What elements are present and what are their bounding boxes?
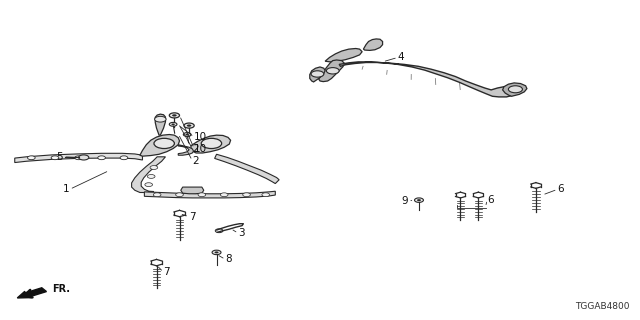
Text: 5: 5 — [57, 152, 63, 162]
Circle shape — [120, 156, 128, 160]
Circle shape — [311, 71, 324, 77]
Text: 6: 6 — [487, 195, 494, 204]
Circle shape — [508, 86, 522, 93]
Polygon shape — [325, 49, 362, 62]
Circle shape — [172, 114, 177, 116]
Text: 1: 1 — [63, 184, 70, 194]
Circle shape — [186, 134, 189, 135]
Circle shape — [154, 138, 174, 148]
Polygon shape — [191, 135, 230, 153]
Circle shape — [201, 138, 221, 148]
Polygon shape — [145, 191, 275, 198]
Circle shape — [212, 250, 221, 255]
Text: 2: 2 — [192, 144, 199, 154]
Circle shape — [183, 132, 191, 136]
Circle shape — [147, 174, 155, 178]
Polygon shape — [364, 39, 383, 50]
Text: 7: 7 — [164, 267, 170, 277]
Polygon shape — [339, 62, 516, 97]
Text: 6: 6 — [557, 184, 564, 194]
Circle shape — [415, 198, 424, 202]
Polygon shape — [310, 67, 325, 82]
Polygon shape — [15, 153, 143, 163]
Circle shape — [150, 166, 157, 169]
Circle shape — [243, 193, 250, 197]
Circle shape — [175, 193, 183, 197]
Text: 3: 3 — [238, 228, 245, 238]
Circle shape — [326, 68, 339, 74]
FancyArrow shape — [17, 288, 47, 298]
Polygon shape — [214, 154, 279, 184]
Text: 8: 8 — [225, 254, 232, 264]
Text: 9: 9 — [401, 196, 408, 206]
Circle shape — [170, 123, 177, 126]
Polygon shape — [156, 114, 166, 135]
Circle shape — [51, 156, 59, 160]
Text: 7: 7 — [189, 212, 196, 222]
Polygon shape — [140, 134, 179, 156]
Circle shape — [155, 116, 166, 122]
Text: 10: 10 — [194, 132, 207, 142]
Text: 4: 4 — [398, 52, 404, 62]
Circle shape — [170, 113, 179, 118]
Polygon shape — [502, 83, 527, 96]
Circle shape — [79, 155, 89, 160]
Text: TGGAB4800: TGGAB4800 — [575, 302, 630, 311]
Circle shape — [145, 183, 152, 187]
Circle shape — [262, 193, 269, 197]
Polygon shape — [132, 157, 166, 193]
Circle shape — [184, 123, 194, 128]
Polygon shape — [319, 60, 344, 82]
Text: FR.: FR. — [52, 284, 70, 294]
Circle shape — [98, 156, 106, 160]
Circle shape — [28, 156, 35, 160]
Circle shape — [75, 156, 83, 160]
Circle shape — [187, 124, 191, 127]
Circle shape — [417, 199, 421, 201]
Polygon shape — [178, 145, 193, 155]
Circle shape — [198, 193, 205, 197]
Text: 10: 10 — [194, 144, 207, 154]
Circle shape — [220, 193, 228, 197]
Circle shape — [214, 252, 218, 253]
Circle shape — [172, 124, 175, 125]
Text: 2: 2 — [192, 156, 199, 166]
Polygon shape — [180, 187, 204, 194]
Circle shape — [154, 193, 161, 197]
